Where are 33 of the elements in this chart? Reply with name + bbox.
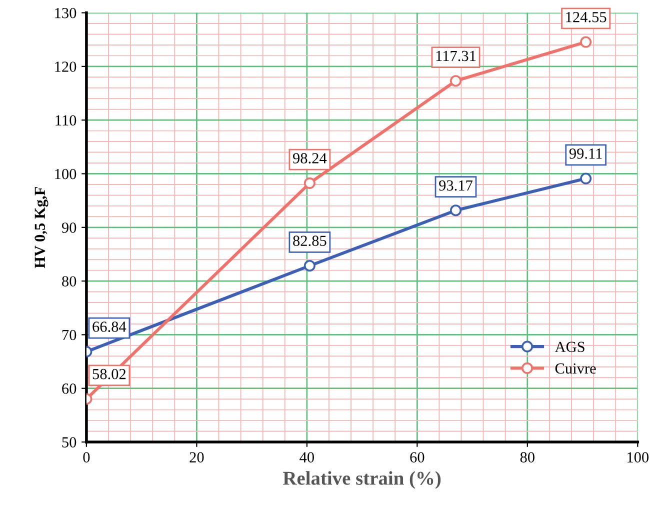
data-label: 117.31 [436,50,476,62]
y-tick-label: 50 [62,437,76,448]
point [450,204,462,216]
point [580,172,592,184]
y-tick-label: 70 [62,330,76,340]
y-tick-label: 110 [56,115,76,126]
y-tick-label: 100 [55,168,76,180]
x-axis-title: Relative strain (%) [283,471,441,489]
x-tick-label: 60 [410,452,424,462]
y-tick-label: 90 [62,222,76,233]
point [580,36,592,48]
point [304,177,316,189]
x-tick-label: 40 [300,452,314,462]
data-label: 93.17 [439,180,472,191]
x-tick-label: 0 [83,452,90,462]
y-tick-label: 130 [55,8,76,18]
point [304,260,316,272]
y-axis-title: HV 0,5 Kg,F [34,187,48,268]
legend-label: Cuivre [555,363,596,374]
x-tick-label: 80 [520,452,534,462]
point [450,75,462,87]
data-label: 58.02 [92,368,126,380]
data-label: 99.11 [569,148,602,159]
y-tick-label: 60 [62,384,76,394]
y-tick-label: 80 [62,276,76,286]
data-label: 98.24 [292,153,327,164]
data-label: 124.55 [566,12,606,22]
legend-label: AGS [554,342,584,352]
data-label: 82.85 [293,236,326,246]
x-tick-label: 100 [628,452,649,462]
x-tick-label: 20 [190,452,204,462]
y-tick-label: 120 [55,62,76,72]
data-label: 66.84 [92,322,126,332]
